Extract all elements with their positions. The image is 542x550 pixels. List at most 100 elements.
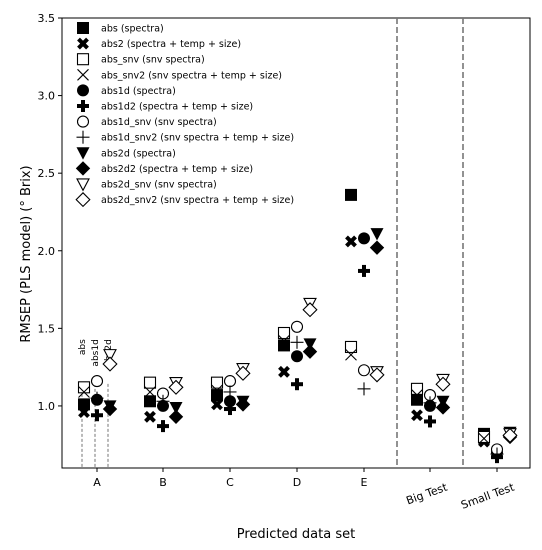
legend-entry-8: abs1d_snv2 (snv spectra + temp + size) (101, 133, 294, 144)
point-abs1d_snv2-big-test (423, 396, 437, 410)
legend-entry-1: abs (spectra) (101, 24, 164, 35)
point-abs2d2-c (235, 397, 251, 412)
legend-entry-7: abs1d_snv (snv spectra) (101, 117, 217, 128)
legend-marker-5 (77, 84, 89, 97)
legend-entry-12: abs2d_snv2 (snv spectra + temp + size) (101, 195, 294, 206)
point-abs1d_snv2-b (156, 394, 170, 408)
point-abs_snv-e (344, 340, 358, 354)
point-abs2d_snv-a (103, 349, 117, 363)
point-abs_snv2-a (78, 386, 90, 398)
point-abs_snv2-big-test (411, 389, 423, 401)
y-tick-label-4: 2.5 (38, 167, 56, 180)
point-abs1d_snv2-d (290, 335, 304, 349)
point-abs2d_snv2-b (168, 379, 184, 395)
point-abs1d2-a (91, 409, 103, 422)
point-abs2d-e (370, 228, 384, 241)
annotation-label-abs1d: abs1d (91, 339, 101, 366)
annotation-label-abs: abs (78, 339, 88, 355)
point-abs_snv2-c (211, 384, 223, 397)
point-abs2d_snv2-c (235, 365, 251, 381)
point-abs1d_snv2-e (357, 382, 371, 396)
point-abs2d2-big-test (435, 400, 451, 415)
point-abs_snv2-e (345, 348, 357, 361)
point-abs2d2-d (302, 344, 318, 359)
point-abs1d2-e (358, 264, 370, 277)
legend-marker-4 (77, 68, 89, 81)
point-abs1d2-b (157, 420, 169, 433)
point-abs_snv2-b (144, 386, 156, 398)
point-abs2-c (211, 398, 223, 411)
point-abs2d_snv2-a (102, 356, 118, 372)
point-abs1d2-big-test (424, 415, 436, 428)
point-abs1d_snv2-c (223, 385, 237, 399)
point-abs1d_snv2-a (90, 391, 104, 405)
point-abs2-big-test (411, 409, 423, 422)
point-abs2-a (78, 406, 90, 419)
legend-marker-9 (76, 147, 90, 160)
legend-entry-2: abs2 (spectra + temp + size) (101, 39, 241, 50)
legend-entry-10: abs2d2 (spectra + temp + size) (101, 164, 253, 175)
legend-entry-4: abs_snv2 (snv spectra + temp + size) (101, 70, 282, 81)
legend-marker-12 (75, 192, 91, 208)
legend: abs (spectra) abs2 (spectra + temp + size… (75, 22, 294, 208)
point-abs1d2-c (224, 403, 236, 416)
x-tick-label-5: E (361, 476, 368, 489)
point-abs2d_snv2-e (369, 367, 385, 383)
point-abs-e (345, 188, 357, 201)
legend-entry-5: abs1d (spectra) (101, 86, 176, 97)
x-tick-label-3: C (226, 476, 234, 489)
legend-marker-6 (77, 100, 89, 112)
point-abs1d_snv-e (357, 364, 371, 377)
point-abs-b (144, 395, 156, 408)
plot-frame (61, 17, 531, 469)
legend-entry-6: abs1d2 (spectra + temp + size) (101, 102, 253, 113)
point-abs-big-test (411, 393, 423, 406)
point-abs1d_snv-c (223, 375, 237, 388)
point-abs2d2-e (369, 240, 385, 255)
x-tick-label-6: Big Test (404, 480, 449, 507)
point-abs2d_snv2-d (302, 302, 318, 318)
point-abs_snv-d (277, 326, 291, 340)
point-abs2-d (278, 365, 290, 378)
legend-marker-3 (76, 53, 90, 66)
y-tick-label-3: 2.0 (38, 245, 56, 258)
legend-marker-8 (76, 130, 90, 144)
y-tick-label-5: 3.0 (38, 90, 56, 103)
point-abs2d_snv2-small-test (502, 427, 518, 443)
point-abs_snv2-small-test (478, 432, 490, 445)
y-tick-label-6: 3.5 (38, 12, 56, 25)
point-abs1d-d (291, 350, 303, 363)
point-abs2d2-a (102, 401, 118, 417)
legend-marker-1 (77, 22, 89, 34)
plot-area (61, 17, 531, 469)
point-abs_snv2-d (278, 334, 290, 347)
legend-entry-9: abs2d (spectra) (101, 148, 176, 159)
legend-marker-2 (77, 37, 89, 50)
legend-marker-11 (76, 178, 90, 192)
point-abs1d_snv2-small-test (490, 447, 504, 461)
separators (396, 18, 464, 468)
point-abs2d2-b (168, 409, 184, 424)
point-abs_snv-big-test (410, 382, 424, 395)
legend-marker-10 (75, 161, 91, 176)
y-tick-label-1: 1.0 (38, 400, 56, 413)
point-abs_snv-small-test (477, 430, 491, 444)
x-axis-label: Predicted data set (237, 527, 355, 542)
point-abs2d_snv2-big-test (435, 376, 451, 392)
x-tick-label-1: A (93, 476, 101, 489)
y-axis-label: RMSEP (PLS model) (° Brix) (19, 165, 34, 342)
data-points (77, 188, 518, 464)
point-abs1d_snv-a (90, 375, 104, 388)
point-abs2-b (144, 410, 156, 423)
y-tick-label-2: 1.5 (38, 322, 56, 335)
x-tick-label-7: Small Test (459, 480, 516, 512)
point-abs_snv-a (77, 381, 91, 394)
point-abs2d-b (169, 401, 183, 415)
point-abs_snv-c (210, 376, 224, 389)
point-abs-d (278, 339, 290, 352)
point-abs1d-c (224, 395, 236, 408)
legend-entry-3: abs_snv (snv spectra) (101, 55, 205, 66)
point-abs2-e (345, 235, 357, 248)
point-abs-c (211, 389, 223, 402)
